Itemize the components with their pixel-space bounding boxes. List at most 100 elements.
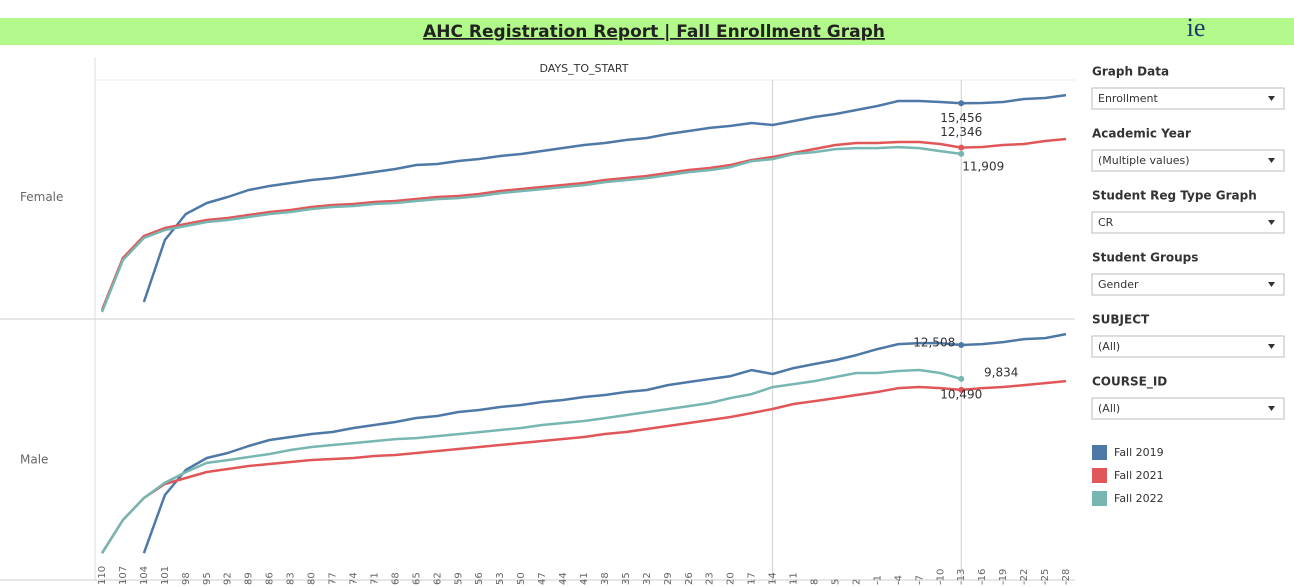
data-point — [958, 375, 965, 382]
filter-label: Student Reg Type Graph — [1092, 189, 1257, 203]
filter-value: (All) — [1098, 340, 1120, 353]
data-point — [958, 386, 965, 393]
x-tick-label: 56 — [474, 572, 485, 585]
filter-label: SUBJECT — [1092, 313, 1150, 327]
x-tick-label: 98 — [181, 572, 192, 585]
data-point — [958, 342, 965, 349]
data-point — [958, 144, 965, 151]
data-label: 12,346 — [940, 125, 982, 139]
x-tick-label: 53 — [495, 572, 506, 585]
filter-value: (All) — [1098, 402, 1120, 415]
x-tick-label: -7 — [914, 575, 925, 585]
dropdown-arrow — [1268, 282, 1275, 287]
legend-label: Fall 2021 — [1114, 469, 1164, 482]
x-tick-label: -25 — [1040, 569, 1051, 585]
row-label: Male — [20, 453, 48, 467]
x-tick-label: 14 — [768, 572, 779, 585]
series-line — [142, 93, 1067, 303]
filter-label: Student Groups — [1092, 251, 1198, 265]
x-tick-label: 74 — [348, 572, 359, 585]
series-line — [100, 145, 962, 313]
filter-label: Graph Data — [1092, 65, 1169, 79]
x-tick-label: -16 — [977, 569, 988, 585]
x-tick-label: 17 — [747, 572, 758, 585]
x-tick-label: 23 — [705, 572, 716, 585]
filter-dropdown[interactable] — [1091, 211, 1285, 234]
data-label: 9,834 — [984, 365, 1018, 379]
legend-label: Fall 2022 — [1114, 492, 1164, 505]
filter-dropdown[interactable] — [1091, 149, 1285, 172]
x-tick-label: 92 — [223, 572, 234, 585]
dropdown-arrow — [1268, 344, 1275, 349]
x-tick-label: 41 — [579, 572, 590, 585]
x-tick-label: -19 — [998, 569, 1009, 585]
x-tick-label: 68 — [390, 572, 401, 585]
series-line — [142, 332, 1067, 554]
x-tick-label: -10 — [935, 569, 946, 585]
filter-value: Gender — [1098, 278, 1139, 291]
dropdown-arrow — [1268, 158, 1275, 163]
x-tick-label: 77 — [328, 572, 339, 585]
filter-label: Academic Year — [1092, 127, 1191, 141]
series-line — [100, 379, 1067, 554]
data-point — [958, 100, 965, 107]
filter-value: (Multiple values) — [1098, 154, 1190, 167]
x-tick-label: 47 — [537, 572, 548, 585]
data-label: 10,490 — [940, 387, 982, 401]
filter-dropdown[interactable] — [1091, 273, 1285, 296]
x-tick-label: 107 — [118, 566, 129, 585]
legend-swatch — [1092, 445, 1107, 460]
filter-label: COURSE_ID — [1092, 375, 1167, 390]
x-tick-label: 101 — [160, 566, 171, 585]
dropdown-arrow — [1268, 220, 1275, 225]
x-tick-label: 86 — [265, 572, 276, 585]
page-title: AHC Registration Report | Fall Enrollmen… — [423, 22, 885, 42]
x-tick-label: 62 — [432, 572, 443, 585]
data-label: 11,909 — [962, 159, 1004, 173]
x-tick-label: 29 — [663, 572, 674, 585]
x-tick-label: 11 — [789, 572, 800, 585]
x-tick-label: 50 — [516, 572, 527, 585]
x-tick-label: -1 — [872, 575, 883, 585]
x-tick-label: 104 — [139, 566, 150, 585]
x-tick-label: -4 — [893, 575, 904, 585]
header-bar — [0, 18, 1294, 45]
dropdown-arrow — [1268, 96, 1275, 101]
filter-dropdown[interactable] — [1091, 335, 1285, 358]
row-label: Female — [20, 190, 63, 204]
data-label: 12,508 — [913, 336, 955, 350]
x-tick-label: 71 — [369, 572, 380, 585]
x-tick-label: 8 — [810, 579, 821, 585]
x-tick-label: 83 — [286, 572, 297, 585]
x-tick-label: 95 — [202, 572, 213, 585]
x-tick-label: 59 — [453, 572, 464, 585]
x-tick-label: 35 — [621, 572, 632, 585]
x-tick-label: 20 — [726, 572, 737, 585]
legend-swatch — [1092, 491, 1107, 506]
data-point — [958, 150, 965, 157]
x-tick-label: -13 — [956, 569, 967, 585]
x-tick-label: 2 — [851, 579, 862, 585]
x-tick-label: 65 — [411, 572, 422, 585]
x-tick-label: 80 — [307, 572, 318, 585]
logo: ie — [1187, 13, 1206, 42]
filter-dropdown[interactable] — [1091, 397, 1285, 420]
x-tick-label: 44 — [558, 572, 569, 585]
legend-swatch — [1092, 468, 1107, 483]
filter-value: Enrollment — [1098, 92, 1158, 105]
filter-value: CR — [1098, 216, 1114, 229]
dropdown-arrow — [1268, 406, 1275, 411]
filter-dropdown[interactable] — [1091, 87, 1285, 110]
series-line — [100, 368, 962, 554]
x-tick-label: 5 — [830, 579, 841, 585]
x-tick-label: -28 — [1061, 569, 1072, 585]
x-tick-label: -22 — [1019, 569, 1030, 585]
x-tick-label: 89 — [244, 572, 255, 585]
series-line — [100, 137, 1067, 311]
x-tick-label: 32 — [642, 572, 653, 585]
x-tick-label: 26 — [684, 572, 695, 585]
data-label: 15,456 — [940, 111, 982, 125]
x-tick-label: 38 — [600, 572, 611, 585]
